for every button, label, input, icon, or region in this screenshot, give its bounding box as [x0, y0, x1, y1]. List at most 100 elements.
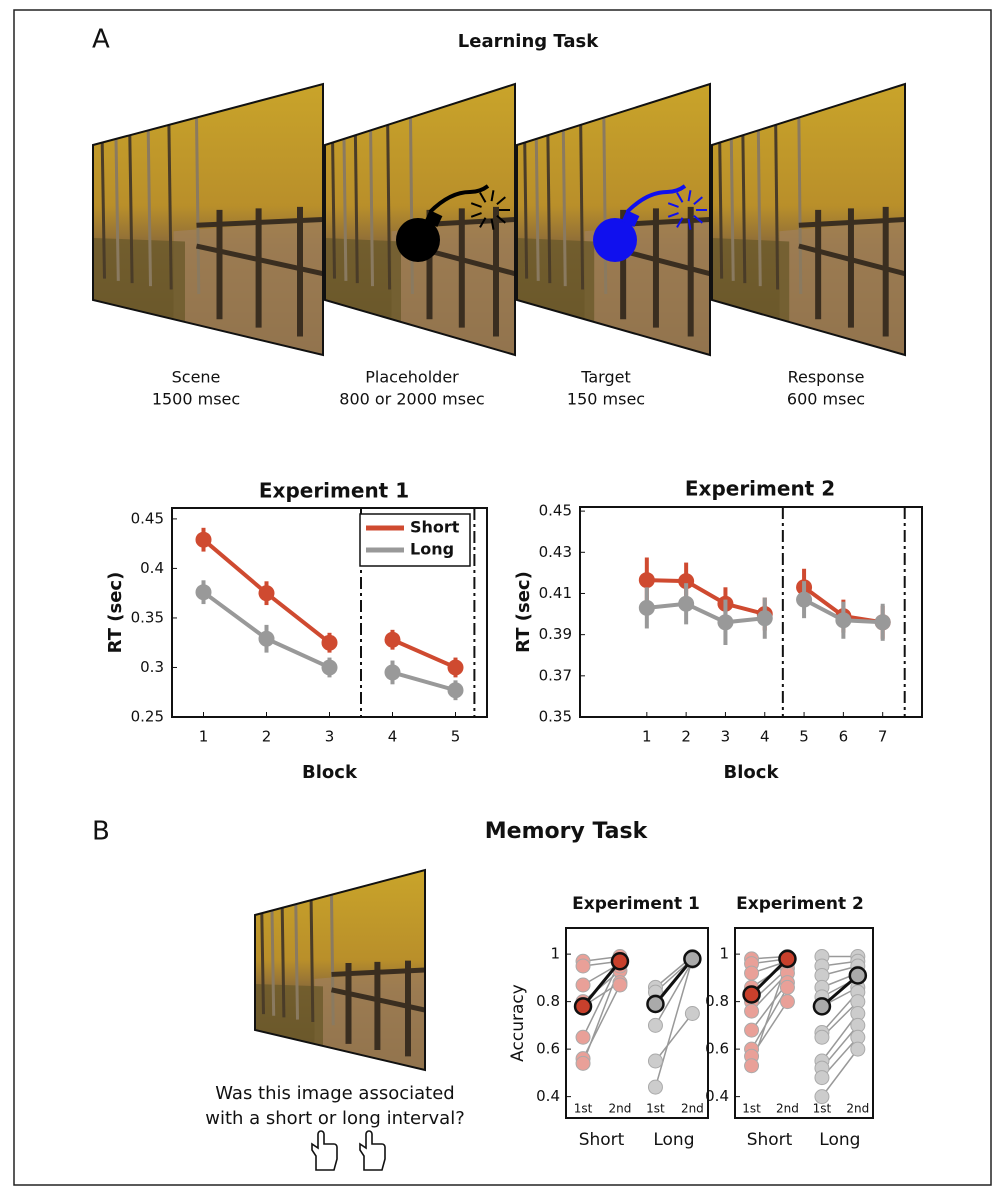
- y-axis-label: RT (sec): [105, 572, 126, 654]
- scene-tree: [282, 908, 284, 1018]
- scene-tree: [743, 135, 745, 283]
- data-point: [385, 664, 401, 680]
- legend-label: Short: [410, 518, 460, 537]
- chart-title: Experiment 1: [259, 479, 409, 503]
- subject-point: [780, 995, 794, 1009]
- x-tick-label: 2: [681, 728, 691, 746]
- y-axis-label: Accuracy: [508, 984, 528, 1062]
- y-axis-label: RT (sec): [513, 571, 534, 653]
- step-duration: 1500 msec: [152, 390, 240, 409]
- y-tick-label: 0.45: [131, 509, 164, 527]
- scene-tree: [799, 118, 801, 294]
- step-name: Response: [788, 368, 865, 387]
- subject-point: [745, 966, 759, 980]
- step-name: Scene: [172, 368, 221, 387]
- scene-tree: [548, 135, 550, 283]
- scene-tree: [311, 900, 313, 1022]
- x-tick-label: 6: [839, 728, 849, 746]
- mean-point: [647, 996, 663, 1012]
- data-point: [757, 610, 773, 626]
- x-tick-label: 2: [262, 728, 272, 746]
- scene-tree: [296, 904, 298, 1019]
- y-tick-label: 0.4: [536, 1087, 560, 1105]
- x-axis-label: Block: [302, 762, 358, 783]
- sub-label: 2nd: [609, 1102, 632, 1116]
- hand-icon: [312, 1131, 337, 1170]
- subject-point: [815, 1071, 829, 1085]
- scene-tree: [536, 139, 538, 281]
- mean-point: [850, 968, 866, 984]
- y-tick-label: 0.8: [705, 992, 729, 1010]
- scene-tree: [355, 135, 357, 283]
- group-label: Long: [653, 1130, 694, 1150]
- data-point: [717, 614, 733, 630]
- x-axis-label: Block: [724, 762, 780, 783]
- y-tick-label: 0.41: [539, 584, 572, 602]
- data-point: [875, 614, 891, 630]
- subject-point: [648, 1018, 662, 1032]
- x-tick-label: 1: [199, 728, 209, 746]
- scene-tree: [272, 911, 274, 1016]
- scene-image: [712, 84, 905, 355]
- mean-point: [814, 998, 830, 1014]
- subject-point: [613, 978, 627, 992]
- x-tick-label: 4: [388, 728, 398, 746]
- data-point: [259, 631, 275, 647]
- scene-tree: [563, 130, 565, 286]
- chart-title: Experiment 1: [572, 894, 700, 914]
- sub-label: 2nd: [776, 1102, 799, 1116]
- subject-point: [576, 978, 590, 992]
- data-point: [678, 596, 694, 612]
- mean-point: [612, 953, 628, 969]
- mean-point: [779, 951, 795, 967]
- panel-title: Learning Task: [458, 31, 599, 52]
- mean-point: [684, 951, 700, 967]
- group-label: Long: [819, 1130, 860, 1150]
- step-name: Target: [580, 368, 631, 387]
- subject-point: [576, 959, 590, 973]
- page: {"panel_a": {"letter": "A", "title": "Le…: [0, 0, 992, 1186]
- subject-point: [745, 1023, 759, 1037]
- data-point: [259, 585, 275, 601]
- y-tick-label: 1: [719, 945, 729, 963]
- y-tick-label: 0.37: [539, 666, 572, 684]
- step-name: Placeholder: [365, 368, 459, 387]
- data-point: [196, 584, 212, 600]
- scene-tree: [758, 130, 760, 286]
- data-point: [639, 572, 655, 588]
- question: with a short or long interval?: [205, 1108, 465, 1129]
- data-point: [448, 659, 464, 675]
- step-duration: 150 msec: [567, 390, 645, 409]
- data-point: [448, 682, 464, 698]
- subject-point: [745, 1059, 759, 1073]
- scene-images: [93, 84, 905, 355]
- sub-label: 1st: [574, 1102, 593, 1116]
- x-tick-label: 5: [451, 728, 461, 746]
- scene-tree: [604, 118, 606, 294]
- x-tick-label: 3: [721, 728, 731, 746]
- subject-point: [745, 1004, 759, 1018]
- panel-letter: B: [92, 817, 110, 847]
- scene-tree: [720, 143, 722, 279]
- y-tick-label: 0.4: [705, 1087, 729, 1105]
- scene-image: [93, 84, 323, 355]
- scene-tree: [371, 130, 373, 286]
- series-line: [647, 580, 765, 614]
- scene-tree: [333, 143, 335, 279]
- y-tick-label: 0.35: [539, 708, 572, 726]
- chart-title: Experiment 2: [685, 477, 835, 501]
- y-tick-label: 0.6: [705, 1040, 729, 1058]
- data-point: [639, 600, 655, 616]
- sub-label: 1st: [646, 1102, 665, 1116]
- scene-tree: [731, 139, 733, 281]
- scene-tree: [581, 125, 583, 290]
- chart-title: Experiment 2: [736, 894, 864, 914]
- scene-tree: [388, 125, 390, 290]
- panel-letter: A: [92, 25, 110, 55]
- x-tick-label: 4: [760, 728, 770, 746]
- y-tick-label: 0.3: [140, 658, 164, 676]
- subject-point: [648, 1080, 662, 1094]
- series-line: [393, 640, 456, 668]
- hand-icons: [312, 1131, 385, 1170]
- subject-point: [780, 980, 794, 994]
